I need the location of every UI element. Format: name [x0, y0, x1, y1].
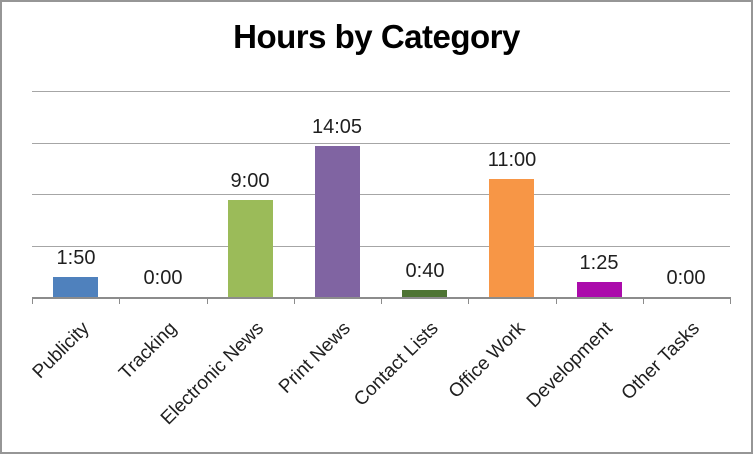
category-label-publicity: Publicity: [28, 318, 94, 383]
bar-value-label-print-news: 14:05: [311, 116, 363, 138]
y-gridline: [32, 194, 730, 195]
x-axis-tick: [643, 299, 644, 304]
bar-value-label-electronic-news: 9:00: [230, 170, 270, 192]
x-axis-tick: [32, 299, 33, 304]
bar-value-label-other-tasks: 0:00: [666, 267, 706, 289]
chart-title: Hours by Category: [233, 18, 520, 55]
bar-electronic-news[interactable]: [228, 200, 273, 297]
bar-value-label-office-work: 11:00: [487, 149, 537, 171]
category-label-development: Development: [522, 318, 617, 413]
bar-development[interactable]: [577, 282, 622, 297]
bar-value-label-contact-lists: 0:40: [405, 260, 445, 282]
bar-value-label-tracking: 0:00: [143, 267, 183, 289]
x-axis-tick: [381, 299, 382, 304]
bar-print-news[interactable]: [315, 146, 360, 297]
y-gridline: [32, 245, 730, 247]
x-axis-tick: [556, 299, 557, 304]
bar-value-label-publicity: 1:50: [56, 247, 96, 269]
x-axis-tick: [468, 299, 469, 304]
x-axis-tick: [119, 299, 120, 304]
category-label-tracking: Tracking: [114, 318, 181, 384]
category-label-other-tasks: Other Tasks: [617, 318, 704, 405]
x-axis-tick: [207, 299, 208, 304]
category-label-office-work: Office Work: [445, 318, 530, 403]
x-axis-line: [32, 297, 731, 299]
bar-office-work[interactable]: [489, 179, 534, 297]
category-label-print-news: Print News: [275, 318, 355, 398]
bar-publicity[interactable]: [53, 277, 98, 297]
bar-value-label-development: 1:25: [579, 252, 619, 274]
bar-contact-lists[interactable]: [402, 290, 447, 297]
x-axis-tick: [730, 299, 731, 304]
y-gridline: [32, 142, 730, 144]
category-label-contact-lists: Contact Lists: [350, 318, 443, 411]
y-gridline: [32, 91, 730, 92]
x-axis-tick: [294, 299, 295, 304]
